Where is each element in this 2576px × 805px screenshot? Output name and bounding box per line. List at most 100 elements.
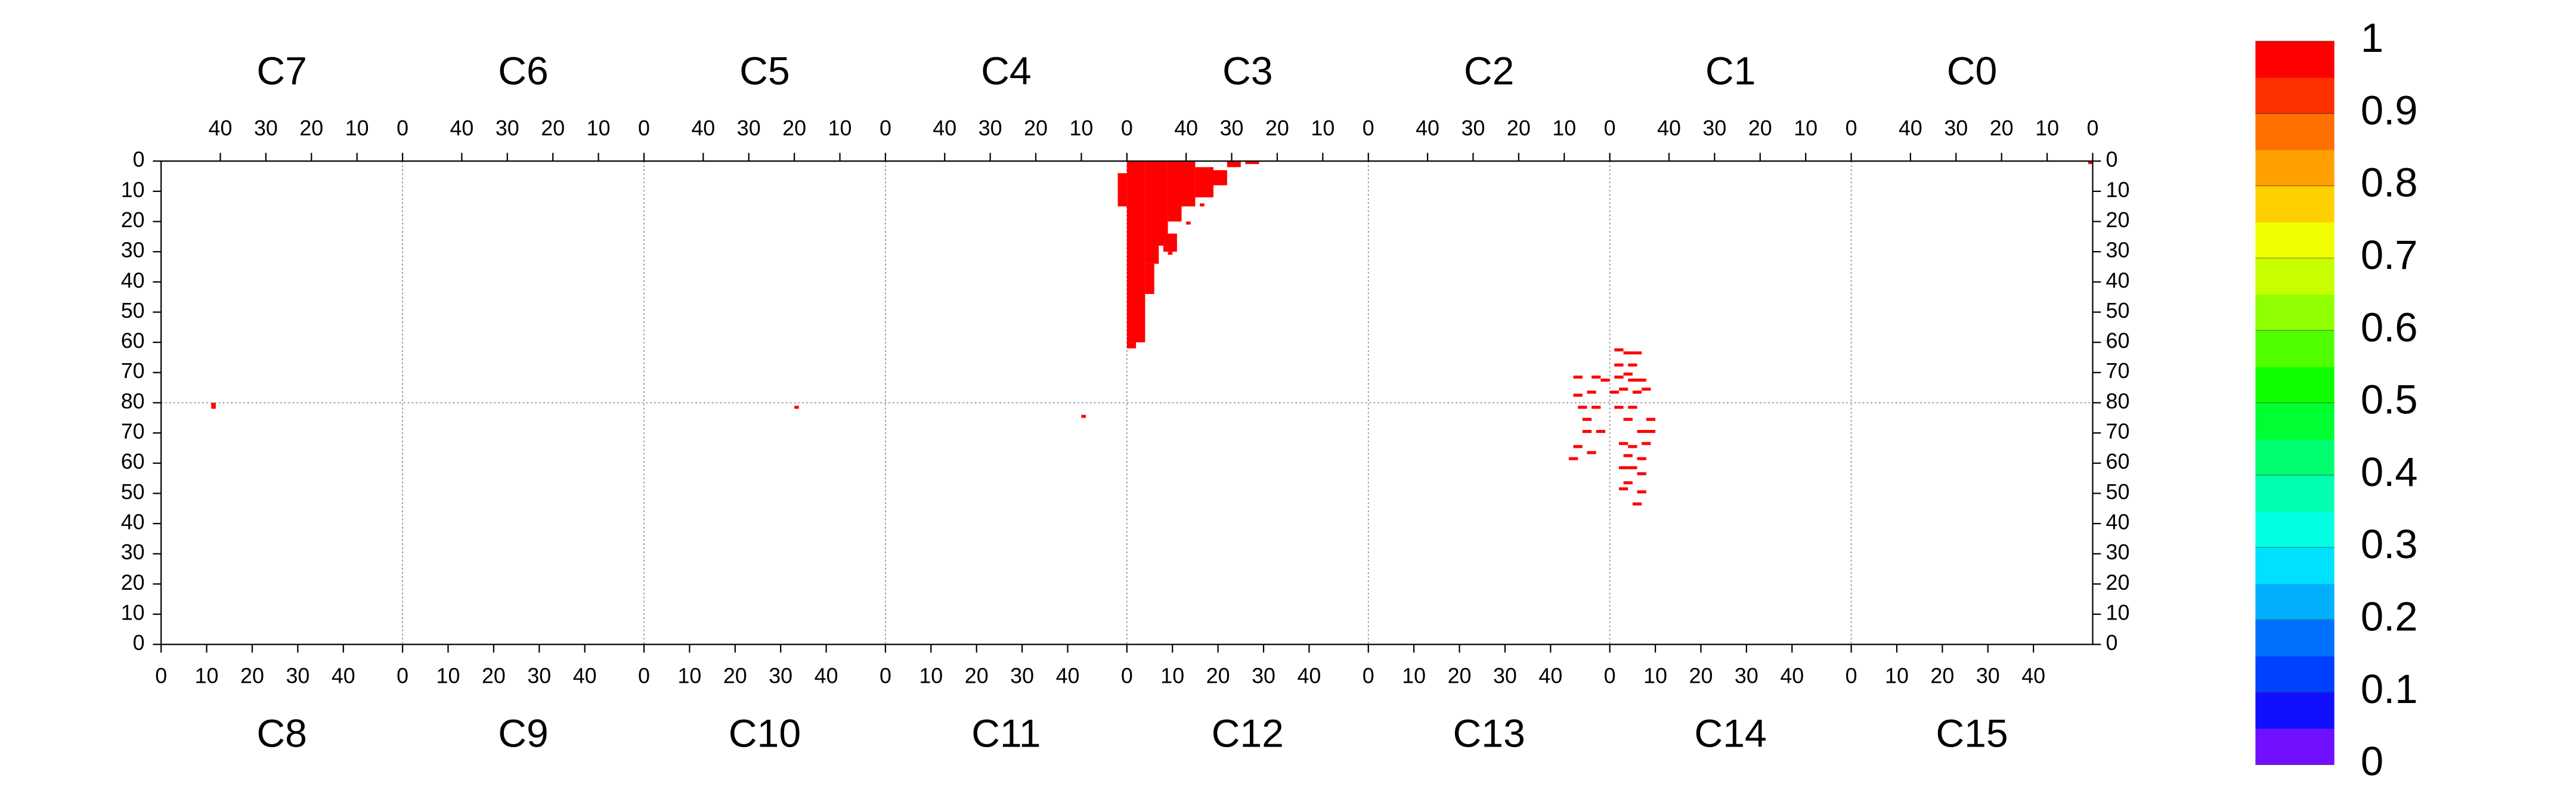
x-tick-label: 20 xyxy=(1206,664,1230,688)
heatmap-cell xyxy=(1145,246,1159,264)
x-tick-label: 10 xyxy=(1552,116,1576,140)
x-tick-label: 0 xyxy=(1363,116,1374,140)
colorbar-swatch xyxy=(2255,728,2334,765)
colorbar-swatch xyxy=(2255,475,2334,512)
y-tick-label: 50 xyxy=(121,480,145,504)
heatmap-cell xyxy=(1637,430,1646,434)
heatmap-cell xyxy=(1227,161,1241,168)
heatmap-cell xyxy=(1200,203,1205,207)
x-tick-label: 40 xyxy=(1416,116,1439,140)
colorbar-swatch xyxy=(2255,692,2334,729)
panel-title: C4 xyxy=(981,49,1032,94)
x-tick-label: 0 xyxy=(1846,116,1857,140)
y-tick-label: 20 xyxy=(121,571,145,595)
y-tick-label: 20 xyxy=(2106,571,2130,595)
x-tick-label: 20 xyxy=(1990,116,2014,140)
heatmap-cell xyxy=(1623,351,1633,355)
heatmap-cell xyxy=(1609,391,1619,394)
x-tick-label: 0 xyxy=(880,116,891,140)
x-tick-label: 20 xyxy=(965,664,989,688)
x-tick-label: 10 xyxy=(1643,664,1667,688)
x-tick-label: 30 xyxy=(1944,116,1968,140)
heatmap-cell xyxy=(1587,451,1596,454)
heatmap-cell xyxy=(1117,173,1127,207)
heatmap-cell xyxy=(1646,430,1656,434)
colorbar-tick-label: 0.8 xyxy=(2361,160,2418,206)
heatmap-cell xyxy=(1582,417,1592,421)
colorbar-swatch xyxy=(2255,402,2334,439)
heatmap-cell xyxy=(1145,161,1168,246)
heatmap-cell xyxy=(1126,161,1145,343)
panel-title: C3 xyxy=(1222,49,1273,94)
heatmap-cell xyxy=(1245,161,1259,165)
y-tick-label: 70 xyxy=(121,359,145,383)
x-tick-label: 0 xyxy=(638,116,650,140)
colorbar-tick-label: 0.1 xyxy=(2361,666,2418,712)
x-tick-label: 30 xyxy=(1735,664,1758,688)
x-tick-label: 10 xyxy=(1402,664,1426,688)
colorbar-swatch xyxy=(2255,113,2334,150)
x-tick-label: 40 xyxy=(1056,664,1080,688)
x-tick-label: 30 xyxy=(1493,664,1517,688)
heatmap-cell xyxy=(1632,502,1642,506)
heatmap-cell xyxy=(1623,481,1633,485)
heatmap-cell xyxy=(1568,457,1578,460)
x-tick-label: 20 xyxy=(1265,116,1289,140)
y-tick-label: 10 xyxy=(2106,178,2130,202)
heatmap-cell xyxy=(1628,378,1637,382)
heatmap-cell xyxy=(1637,378,1646,382)
panel-title: C1 xyxy=(1705,49,1756,94)
heatmap-cell xyxy=(1628,466,1637,469)
y-tick-label: 10 xyxy=(121,178,145,202)
x-tick-label: 0 xyxy=(1121,116,1133,140)
panel-title: C15 xyxy=(1936,712,2008,756)
x-tick-label: 40 xyxy=(2021,664,2045,688)
y-tick-label: 50 xyxy=(2106,480,2130,504)
y-tick-label: 80 xyxy=(2106,389,2130,413)
x-tick-label: 40 xyxy=(1538,664,1562,688)
x-tick-label: 40 xyxy=(691,116,715,140)
x-tick-label: 0 xyxy=(880,664,891,688)
x-tick-label: 30 xyxy=(1220,116,1244,140)
x-tick-label: 20 xyxy=(1507,116,1531,140)
heatmap-cell xyxy=(1618,388,1628,391)
colorbar-tick-label: 0.9 xyxy=(2361,87,2418,133)
colorbar-swatch xyxy=(2255,149,2334,187)
x-tick-label: 20 xyxy=(240,664,264,688)
x-tick-label: 10 xyxy=(587,116,611,140)
heatmap-cell xyxy=(1163,233,1177,252)
heatmap-cell xyxy=(1628,405,1637,409)
y-tick-label: 10 xyxy=(2106,600,2130,624)
heatmap-cell xyxy=(1582,430,1592,434)
x-tick-label: 0 xyxy=(1121,664,1133,688)
heatmap-cell xyxy=(1186,221,1191,225)
heatmap-cell xyxy=(1637,457,1646,460)
x-tick-label: 20 xyxy=(482,664,506,688)
colorbar-swatch xyxy=(2255,547,2334,584)
x-tick-label: 30 xyxy=(496,116,519,140)
x-tick-label: 20 xyxy=(723,664,747,688)
panel-title: C2 xyxy=(1464,49,1515,94)
heatmap-cell xyxy=(1181,161,1196,207)
y-tick-label: 60 xyxy=(121,450,145,473)
colorbar-swatch xyxy=(2255,620,2334,657)
x-tick-label: 0 xyxy=(397,664,408,688)
heatmap-cell xyxy=(1614,363,1624,367)
panel-title: C8 xyxy=(256,712,307,756)
heatmap-cell xyxy=(1168,252,1173,255)
y-tick-label: 20 xyxy=(2106,208,2130,232)
x-tick-label: 40 xyxy=(1657,116,1681,140)
y-tick-label: 50 xyxy=(2106,299,2130,323)
y-tick-label: 0 xyxy=(133,631,145,655)
x-tick-label: 0 xyxy=(638,664,650,688)
x-tick-label: 30 xyxy=(1976,664,2000,688)
colorbar-swatch xyxy=(2255,366,2334,404)
colorbar-swatch xyxy=(2255,330,2334,367)
heatmap-cell xyxy=(1168,161,1182,222)
x-tick-label: 30 xyxy=(286,664,309,688)
x-tick-label: 30 xyxy=(527,664,551,688)
heatmap-cell xyxy=(1623,372,1633,376)
x-tick-label: 30 xyxy=(737,116,761,140)
x-tick-label: 10 xyxy=(1069,116,1093,140)
x-tick-label: 10 xyxy=(677,664,701,688)
